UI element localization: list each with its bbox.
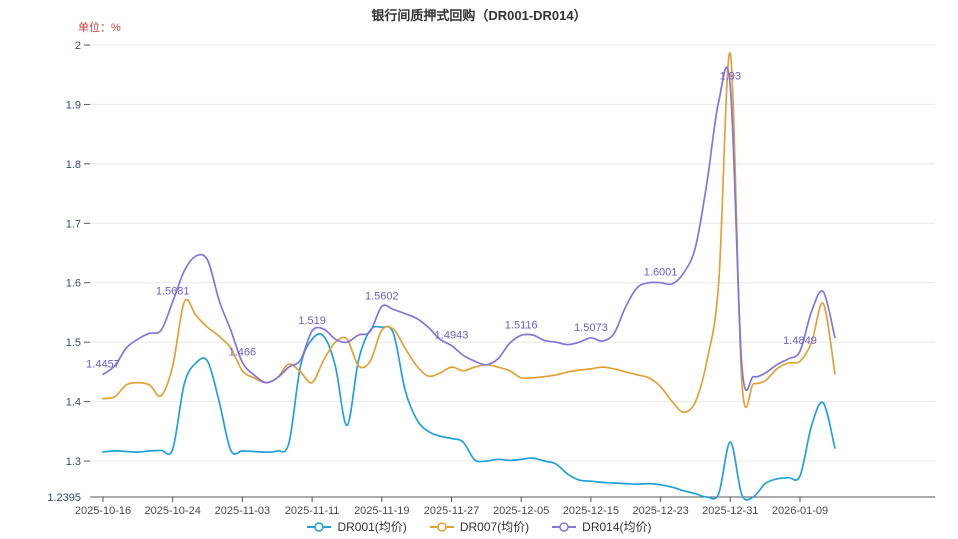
x-axis-label: 2025-11-19 <box>354 505 409 517</box>
y-axis-label: 1.9 <box>66 99 81 111</box>
legend-line-marker-icon <box>552 521 577 532</box>
legend-line-marker-icon <box>307 521 332 532</box>
series-line-DR014 <box>102 66 836 392</box>
series-line-DR001 <box>102 325 836 501</box>
data-point-label: 1.5681 <box>156 286 190 298</box>
x-axis-label: 2025-12-15 <box>563 505 619 517</box>
data-point-label: 1.5116 <box>505 319 538 331</box>
chart-title: 银行间质押式回购（DR001-DR014） <box>371 8 587 23</box>
x-axis-label: 2025-11-03 <box>215 505 270 517</box>
legend-line-marker-icon <box>429 521 454 532</box>
data-point-label: 1.5602 <box>365 290 399 302</box>
legend-label: DR001(均价) <box>337 520 407 534</box>
legend-label: DR014(均价) <box>582 520 652 534</box>
data-point-label: 1.519 <box>298 315 326 327</box>
y-axis-label: 2 <box>75 40 81 52</box>
legend: DR001(均价) DR007(均价) DR014(均价) <box>0 518 958 535</box>
unit-label: 单位：% <box>78 22 121 34</box>
legend-label: DR007(均价) <box>459 520 530 534</box>
x-axis-label: 2025-12-05 <box>493 505 549 517</box>
y-axis-label: 1.7 <box>66 218 81 230</box>
data-point-label: 1.4943 <box>435 330 469 342</box>
legend-item-dr014[interactable]: DR014(均价) <box>551 518 652 535</box>
x-axis-label: 2025-12-31 <box>702 505 758 517</box>
data-point-label: 1.4457 <box>86 358 120 370</box>
y-axis-label: 1.5 <box>66 337 81 349</box>
x-axis-label: 2025-12-23 <box>632 505 688 517</box>
y-axis-label: 1.8 <box>66 159 81 171</box>
legend-item-dr007[interactable]: DR007(均价) <box>429 518 529 535</box>
data-point-label: 1.466 <box>229 346 257 358</box>
y-axis-label: 1.3 <box>66 456 81 468</box>
y-axis-label: 1.4 <box>66 397 81 409</box>
data-point-label: 1.93 <box>720 71 741 83</box>
data-point-label: 1.4849 <box>783 335 817 347</box>
data-point-label: 1.6001 <box>644 267 678 279</box>
x-axis-label: 2026-01-09 <box>772 505 828 517</box>
legend-item-dr001[interactable]: DR001(均价) <box>306 518 407 535</box>
y-axis-label: 1.6 <box>66 278 81 290</box>
data-point-label: 1.5073 <box>574 322 608 334</box>
x-axis-label: 2025-10-24 <box>145 505 201 517</box>
x-axis-label: 2025-11-11 <box>285 505 340 517</box>
x-axis-label: 2025-10-16 <box>75 505 131 517</box>
x-axis-label: 2025-11-27 <box>424 505 479 517</box>
y-axis-min-label: 1.2395 <box>47 492 81 504</box>
